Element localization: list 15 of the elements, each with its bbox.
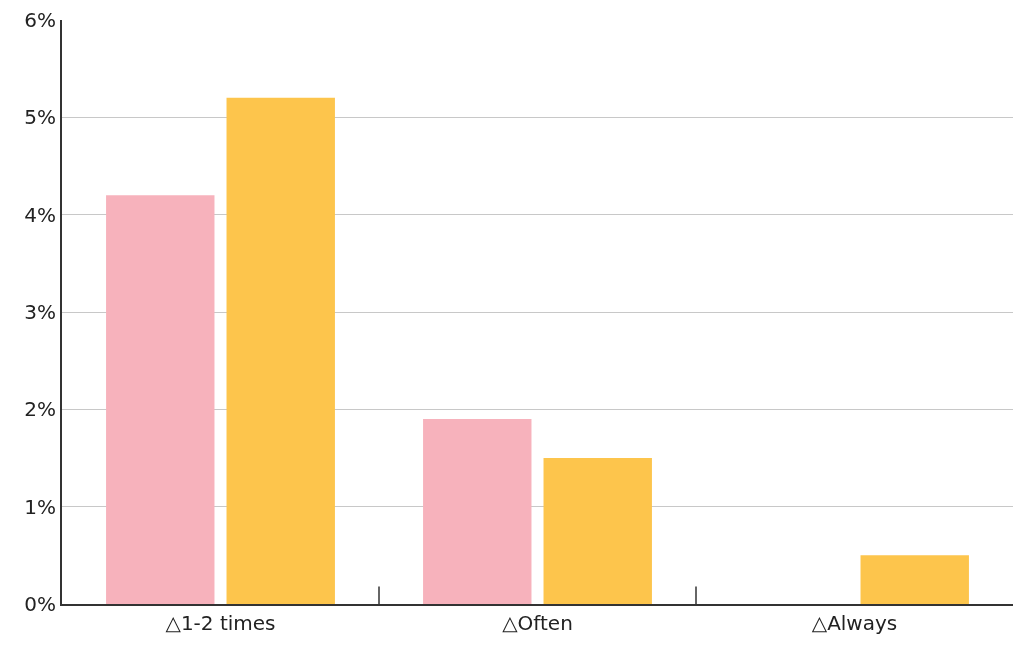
x-tick-label: △Always — [811, 611, 898, 635]
y-tick-label: 0% — [24, 592, 56, 616]
y-tick-label: 3% — [24, 300, 56, 324]
y-tick-label: 1% — [24, 494, 56, 519]
y-tick-label: 5% — [24, 105, 56, 130]
x-tick-label: △1-2 times — [165, 611, 276, 635]
bar — [106, 195, 215, 604]
bar — [226, 97, 335, 604]
y-tick-label: 4% — [24, 202, 56, 227]
x-tick-label: △Often — [502, 611, 573, 635]
bar — [543, 458, 652, 604]
y-tick-label: 6% — [24, 8, 56, 32]
bar — [423, 419, 532, 604]
y-tick-label: 2% — [24, 397, 56, 422]
bar — [860, 555, 969, 604]
